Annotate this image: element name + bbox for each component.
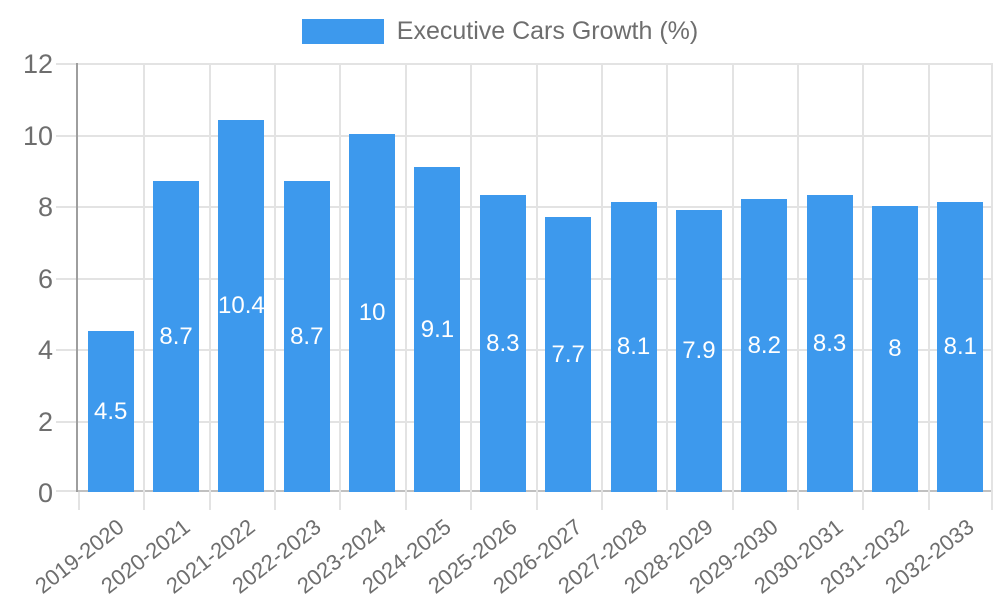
y-axis-line	[76, 63, 78, 492]
x-tick	[274, 492, 276, 510]
bar-value-label: 8.3	[486, 329, 520, 357]
x-gridline	[339, 63, 341, 492]
bar-value-label: 7.7	[551, 340, 585, 368]
bar-value-label: 8.1	[943, 333, 977, 360]
bar[interactable]	[545, 217, 591, 492]
y-gridline	[78, 278, 993, 280]
x-tick	[666, 492, 668, 510]
plot-area: 0 2 4 6 8 10 12 4.5 2019-2020 8.7 2020-2021 10.4 202…	[23, 49, 993, 598]
bar-value-label: 8.1	[616, 333, 651, 360]
y-axis-label: 2	[37, 407, 53, 437]
x-tick	[991, 492, 993, 510]
y-axis-label: 12	[22, 49, 53, 79]
y-gridline	[78, 349, 993, 351]
bar-value-label: 10	[358, 299, 386, 326]
bar[interactable]	[218, 120, 264, 492]
y-gridline	[78, 490, 993, 492]
x-tick	[470, 492, 472, 510]
y-axis-label: 8	[37, 192, 53, 222]
bar[interactable]	[937, 202, 983, 492]
y-gridline	[78, 421, 993, 423]
bar[interactable]	[88, 331, 134, 492]
bar[interactable]	[153, 181, 199, 492]
x-tick	[405, 492, 407, 510]
bar-value-label: 8.7	[159, 322, 193, 350]
bar[interactable]	[807, 195, 853, 492]
y-gridline	[78, 135, 993, 137]
y-tick	[56, 63, 78, 65]
x-gridline	[601, 63, 603, 492]
legend-item[interactable]: Executive Cars Growth (%)	[301, 17, 699, 46]
y-tick	[56, 278, 78, 280]
bar-value-label: 8	[888, 335, 902, 362]
x-gridline	[991, 63, 993, 492]
x-gridline	[797, 63, 799, 492]
bar-value-label: 9.1	[420, 315, 455, 343]
y-axis-label: 6	[37, 264, 53, 294]
x-gridline	[732, 63, 734, 492]
x-gridline	[536, 63, 538, 492]
y-gridline	[78, 206, 993, 208]
x-gridline	[405, 63, 407, 492]
bar[interactable]	[284, 181, 330, 492]
x-tick	[209, 492, 211, 510]
bar-value-label: 4.5	[93, 397, 128, 425]
y-tick	[56, 206, 78, 208]
legend-label: Executive Cars Growth (%)	[396, 17, 699, 45]
x-tick	[601, 492, 603, 510]
y-axis-label: 4	[37, 335, 53, 365]
y-axis-label: 0	[37, 478, 53, 508]
bar-value-label: 10.4	[218, 292, 265, 319]
x-gridline	[143, 63, 145, 492]
x-tick	[862, 492, 864, 510]
legend-swatch-icon	[301, 19, 384, 44]
bar-value-label: 7.9	[682, 337, 716, 364]
bar[interactable]	[872, 206, 918, 492]
x-tick	[732, 492, 734, 510]
y-tick	[56, 421, 78, 423]
x-tick	[797, 492, 799, 510]
y-gridline	[78, 63, 993, 65]
y-tick	[56, 490, 78, 492]
x-gridline	[862, 63, 864, 492]
y-tick	[56, 135, 78, 137]
bar[interactable]	[611, 202, 657, 492]
bar[interactable]	[480, 195, 526, 492]
x-gridline	[470, 63, 472, 492]
bar-value-label: 8.3	[812, 329, 847, 357]
x-tick	[339, 492, 341, 510]
x-tick	[78, 492, 80, 510]
bar[interactable]	[349, 134, 395, 492]
y-tick	[56, 349, 78, 351]
bar[interactable]	[741, 199, 787, 492]
x-gridline	[274, 63, 276, 492]
x-tick	[536, 492, 538, 510]
x-gridline	[928, 63, 930, 492]
x-gridline	[666, 63, 668, 492]
x-tick	[928, 492, 930, 510]
bar-value-label: 8.7	[290, 322, 324, 350]
bar[interactable]	[414, 167, 460, 492]
x-tick	[143, 492, 145, 510]
bar[interactable]	[676, 210, 722, 492]
legend: Executive Cars Growth (%)	[0, 17, 1000, 46]
x-gridline	[209, 63, 211, 492]
y-axis-label: 10	[22, 121, 53, 151]
bar-value-label: 8.2	[747, 331, 781, 359]
